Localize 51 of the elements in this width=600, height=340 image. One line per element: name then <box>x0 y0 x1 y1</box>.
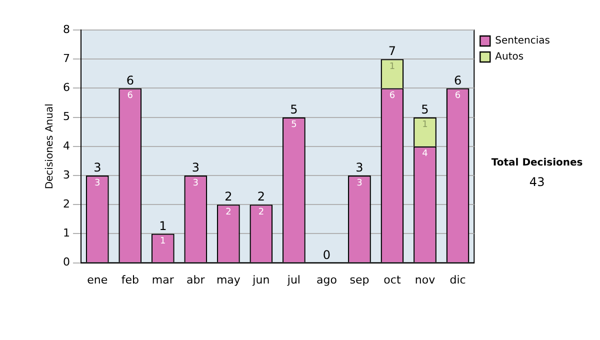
x-tick-label: oct <box>384 273 402 286</box>
data-label: 3 <box>192 178 199 188</box>
data-label: 1 <box>389 62 396 72</box>
x-tick-label: sep <box>350 273 370 286</box>
y-tick-label: 5 <box>63 110 70 124</box>
total-label: 5 <box>290 102 298 116</box>
y-axis-title: Decisiones Anual <box>44 104 56 190</box>
data-label: 6 <box>454 91 461 102</box>
legend-label: Autos <box>495 52 524 63</box>
total-label: 6 <box>126 73 134 88</box>
y-tick-label: 8 <box>63 22 70 36</box>
y-tick-label: 0 <box>63 256 70 269</box>
data-label: 6 <box>389 91 396 102</box>
y-tick-label: 4 <box>63 139 70 152</box>
x-tick-label: may <box>216 273 241 286</box>
total-label: 3 <box>94 160 102 175</box>
x-tick-label: abr <box>186 273 206 286</box>
total-label: 1 <box>159 218 167 233</box>
text: 43 <box>529 174 545 189</box>
text: Total Decisiones <box>491 157 583 168</box>
x-tick-label: dic <box>450 273 466 286</box>
x-tick-label: feb <box>121 273 139 286</box>
data-label: 2 <box>226 207 232 218</box>
data-label: 1 <box>422 120 428 130</box>
y-tick-label: 3 <box>63 168 70 182</box>
total-label: 5 <box>421 102 429 116</box>
data-label: 5 <box>291 120 297 130</box>
data-label: 1 <box>160 236 166 247</box>
x-tick-label: mar <box>152 273 174 286</box>
total-label: 2 <box>257 190 266 204</box>
total-label: 0 <box>322 248 331 262</box>
data-label: 4 <box>422 149 428 160</box>
x-tick-label: jul <box>286 273 300 286</box>
total-label: 3 <box>356 160 364 175</box>
x-tick-label: jun <box>252 273 270 286</box>
y-tick-label: 6 <box>63 81 70 94</box>
total-label: 6 <box>454 73 462 88</box>
data-label: 6 <box>127 91 134 102</box>
total-label: 2 <box>224 190 232 204</box>
data-label: 3 <box>356 178 362 188</box>
total-label: 7 <box>388 44 396 58</box>
data-label: 3 <box>94 178 100 188</box>
data-label: 2 <box>258 207 264 218</box>
total-label: 3 <box>192 160 200 175</box>
y-tick-label: 2 <box>63 197 70 210</box>
x-tick-label: nov <box>414 273 436 286</box>
y-tick-label: 1 <box>63 226 70 240</box>
x-tick-label: ago <box>316 273 338 286</box>
y-tick-label: 7 <box>63 52 70 65</box>
legend-label: Sentencias <box>495 36 550 47</box>
x-tick-label: ene <box>87 273 108 286</box>
